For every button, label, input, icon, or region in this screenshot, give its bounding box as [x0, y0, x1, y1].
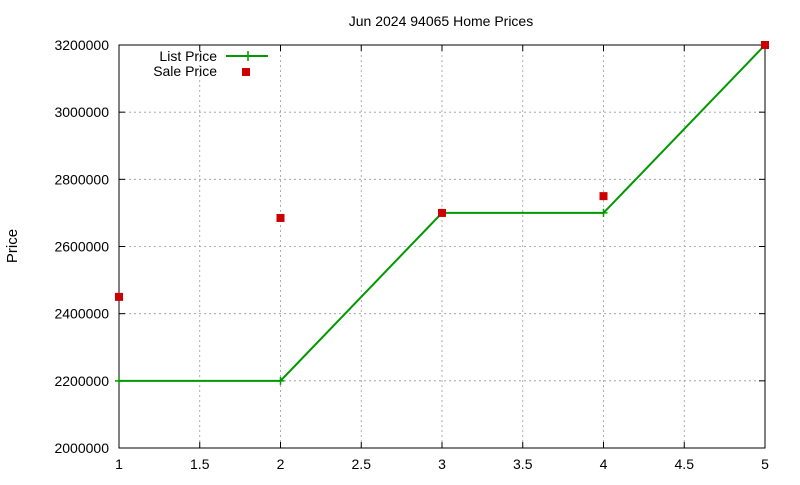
x-tick-label: 2.5 — [352, 456, 372, 472]
x-tick-label: 4.5 — [675, 456, 695, 472]
y-tick-label: 2800000 — [54, 171, 109, 187]
x-tick-label: 3.5 — [513, 456, 533, 472]
x-tick-label: 2 — [277, 456, 285, 472]
sale-price-point — [599, 192, 608, 201]
chart-title: Jun 2024 94065 Home Prices — [349, 13, 533, 29]
sale-price-point — [438, 208, 446, 217]
y-axis-title: Price — [4, 229, 21, 263]
sale-price-point — [115, 292, 123, 301]
x-tick-label: 4 — [600, 456, 608, 472]
sale-price-point — [761, 41, 769, 49]
list-price-point — [276, 376, 285, 385]
legend-label-sale-price: Sale Price — [153, 63, 217, 79]
list-price-point — [599, 208, 608, 217]
series-layer — [115, 41, 769, 385]
y-tick-label: 2400000 — [54, 306, 109, 322]
x-tick-label: 1.5 — [190, 456, 210, 472]
legend-marker-list-price — [243, 51, 253, 61]
legend-marker-sale-price — [242, 68, 250, 76]
sale-price-point — [276, 213, 285, 222]
grid — [119, 45, 765, 448]
list-price-point — [115, 376, 123, 385]
y-tick-label: 2600000 — [54, 239, 109, 255]
legend-label-list-price: List Price — [159, 48, 217, 64]
y-tick-label: 2200000 — [54, 373, 109, 389]
y-tick-label: 2000000 — [54, 440, 109, 456]
x-tick-label: 1 — [115, 456, 123, 472]
x-tick-label: 3 — [438, 456, 446, 472]
y-tick-label: 3000000 — [54, 104, 109, 120]
x-tick-label: 5 — [761, 456, 769, 472]
y-tick-label: 3200000 — [54, 37, 109, 53]
legend: List Price Sale Price — [153, 48, 268, 79]
axis-ticks: 1 1.5 2 2.5 3 3.5 4 4.5 5 2000000 2200000 2400000 26… — [54, 37, 769, 472]
